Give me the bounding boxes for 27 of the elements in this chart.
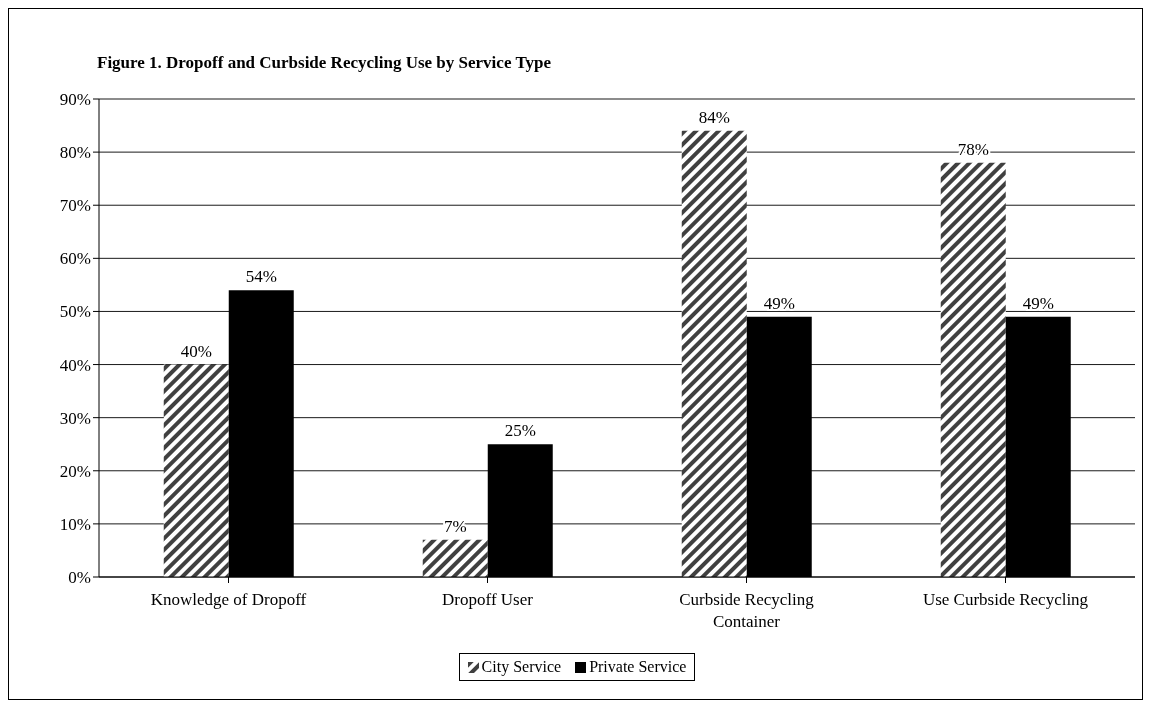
y-tick-label: 90% <box>59 90 91 110</box>
y-tick-label: 20% <box>59 461 91 481</box>
legend-label: Private Service <box>588 658 687 676</box>
x-tick-label: Knowledge of Dropoff <box>150 590 307 609</box>
bar <box>422 539 488 577</box>
data-label: 84% <box>698 107 730 127</box>
y-tick-label: 60% <box>59 249 91 269</box>
legend-label: City Service <box>480 658 562 676</box>
bar <box>163 364 229 577</box>
y-tick-label: 80% <box>59 143 91 163</box>
x-tick-label: Use Curbside Recycling <box>922 590 1089 609</box>
x-tick-label: Curbside Recycling Container <box>679 590 815 631</box>
y-tick-label: 0% <box>68 568 91 588</box>
y-tick-label: 40% <box>59 355 91 375</box>
bar <box>681 130 747 577</box>
chart-title: Figure 1. Dropoff and Curbside Recycling Use by Service Type <box>97 53 551 73</box>
y-tick-label: 30% <box>59 408 91 428</box>
y-tick-label: 10% <box>59 514 91 534</box>
x-tick-label: Dropoff User <box>442 590 534 609</box>
bar <box>940 162 1006 577</box>
data-label: 40% <box>180 341 212 361</box>
data-label: 49% <box>1022 293 1054 313</box>
y-tick-label: 50% <box>59 302 91 322</box>
y-tick-label: 70% <box>59 196 91 216</box>
data-label: 54% <box>245 267 277 287</box>
data-label: 25% <box>504 421 536 441</box>
data-label: 49% <box>763 293 795 313</box>
